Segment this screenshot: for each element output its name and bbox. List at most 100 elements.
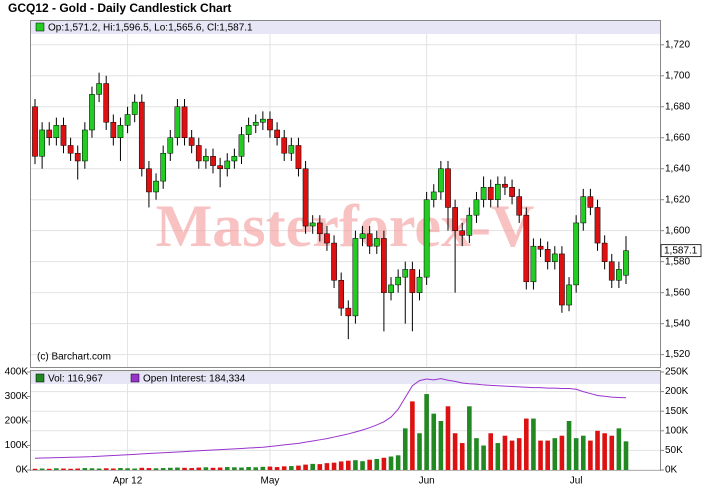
candle-body (103, 83, 110, 123)
candle-body (331, 242, 337, 281)
candle-body (616, 269, 622, 281)
y-tick-label: 200K (5, 416, 29, 427)
volume-bar (224, 467, 230, 470)
candle-body (359, 233, 366, 239)
volume-frame (30, 370, 661, 471)
volume-bar (410, 401, 415, 470)
candle-body (352, 238, 359, 317)
volume-bar (573, 438, 579, 470)
volume-bar (481, 445, 486, 470)
open-interest-line (34, 378, 627, 459)
volume-bar (417, 433, 422, 470)
volume-bar (217, 467, 223, 470)
candle-body (110, 121, 117, 138)
candle-body (309, 222, 316, 227)
legend-text: Open Interest: 184,334 (143, 374, 246, 385)
candle-body (89, 94, 95, 131)
legend-icon (35, 22, 45, 32)
volume-bar (310, 463, 315, 470)
volume-bar (39, 468, 45, 470)
volume-bar (175, 467, 180, 470)
volume-bar (103, 468, 109, 470)
candle-body (623, 250, 629, 276)
candle-body (210, 156, 216, 166)
candle-body (281, 137, 288, 154)
volume-bar (317, 464, 323, 470)
volume-bar (324, 463, 330, 470)
y-tick-label: 100K (5, 440, 29, 451)
candle-body (124, 114, 131, 126)
volume-bar (210, 467, 216, 470)
volume-bar (111, 468, 116, 470)
y2-tick-label: 250K (665, 367, 689, 378)
volume-bar (609, 435, 615, 470)
volume-bar (353, 460, 358, 470)
candle-body (81, 129, 88, 162)
candle-body (438, 168, 444, 193)
candle-body (153, 180, 159, 193)
volume-bar (595, 430, 600, 470)
candle-body (530, 245, 537, 283)
candle-body (516, 196, 523, 216)
candle-body (423, 199, 430, 278)
candle-body (494, 183, 501, 200)
volume-bar (474, 438, 479, 470)
volume-bar (246, 467, 251, 470)
volume-bar (331, 462, 337, 470)
candle-body (146, 168, 152, 193)
volume-bar (509, 440, 515, 470)
volume-bar (75, 468, 81, 470)
volume-bar (566, 421, 572, 470)
volume-bar (467, 406, 472, 470)
candle-body (551, 253, 558, 262)
volume-bar (196, 467, 202, 470)
candle-body (245, 125, 252, 135)
candle-body (459, 230, 466, 236)
volume-bar (139, 467, 145, 470)
volume-bar (303, 464, 308, 470)
y2-tick-label: 100K (665, 425, 689, 436)
volume-bar (96, 468, 102, 470)
volume-bar (54, 468, 59, 470)
y-tick-label: 1,700 (665, 70, 690, 81)
volume-bar (502, 435, 508, 470)
candle-body (60, 125, 67, 146)
volume-bar (296, 465, 301, 470)
candle-body (366, 233, 373, 247)
candle-body (39, 129, 45, 157)
candle-body (487, 187, 494, 200)
candle-body (573, 222, 580, 286)
candle-body (523, 214, 530, 283)
volume-bar (289, 466, 294, 470)
volume-bar (232, 467, 237, 470)
volume-bar (89, 468, 95, 470)
candle-body (67, 145, 74, 154)
volume-bar (46, 468, 52, 470)
candle-body (46, 129, 53, 138)
volume-bar (253, 467, 259, 470)
volume-bar (68, 468, 73, 470)
y-tick-label: 1,600 (665, 225, 690, 236)
volume-bar (153, 468, 159, 470)
candle-body (473, 199, 480, 216)
candle-body (580, 196, 587, 224)
volume-bar (281, 466, 287, 470)
volume-bar (260, 466, 266, 470)
y-tick-label: 1,660 (665, 132, 690, 143)
candle-body (480, 187, 487, 200)
candle-body (381, 238, 387, 293)
candle-body (409, 269, 416, 293)
candle-body (324, 233, 330, 244)
volume-bar (588, 440, 593, 470)
y-tick-label: 1,580 (665, 256, 690, 267)
y-tick-label: 1,680 (665, 101, 690, 112)
volume-bar (445, 406, 451, 470)
volume-bar (203, 467, 209, 470)
candle-body (131, 101, 138, 115)
candle-body (195, 145, 202, 162)
volume-bar (616, 428, 622, 470)
volume-bar (580, 435, 586, 470)
y-tick-label: 1,720 (665, 39, 690, 50)
